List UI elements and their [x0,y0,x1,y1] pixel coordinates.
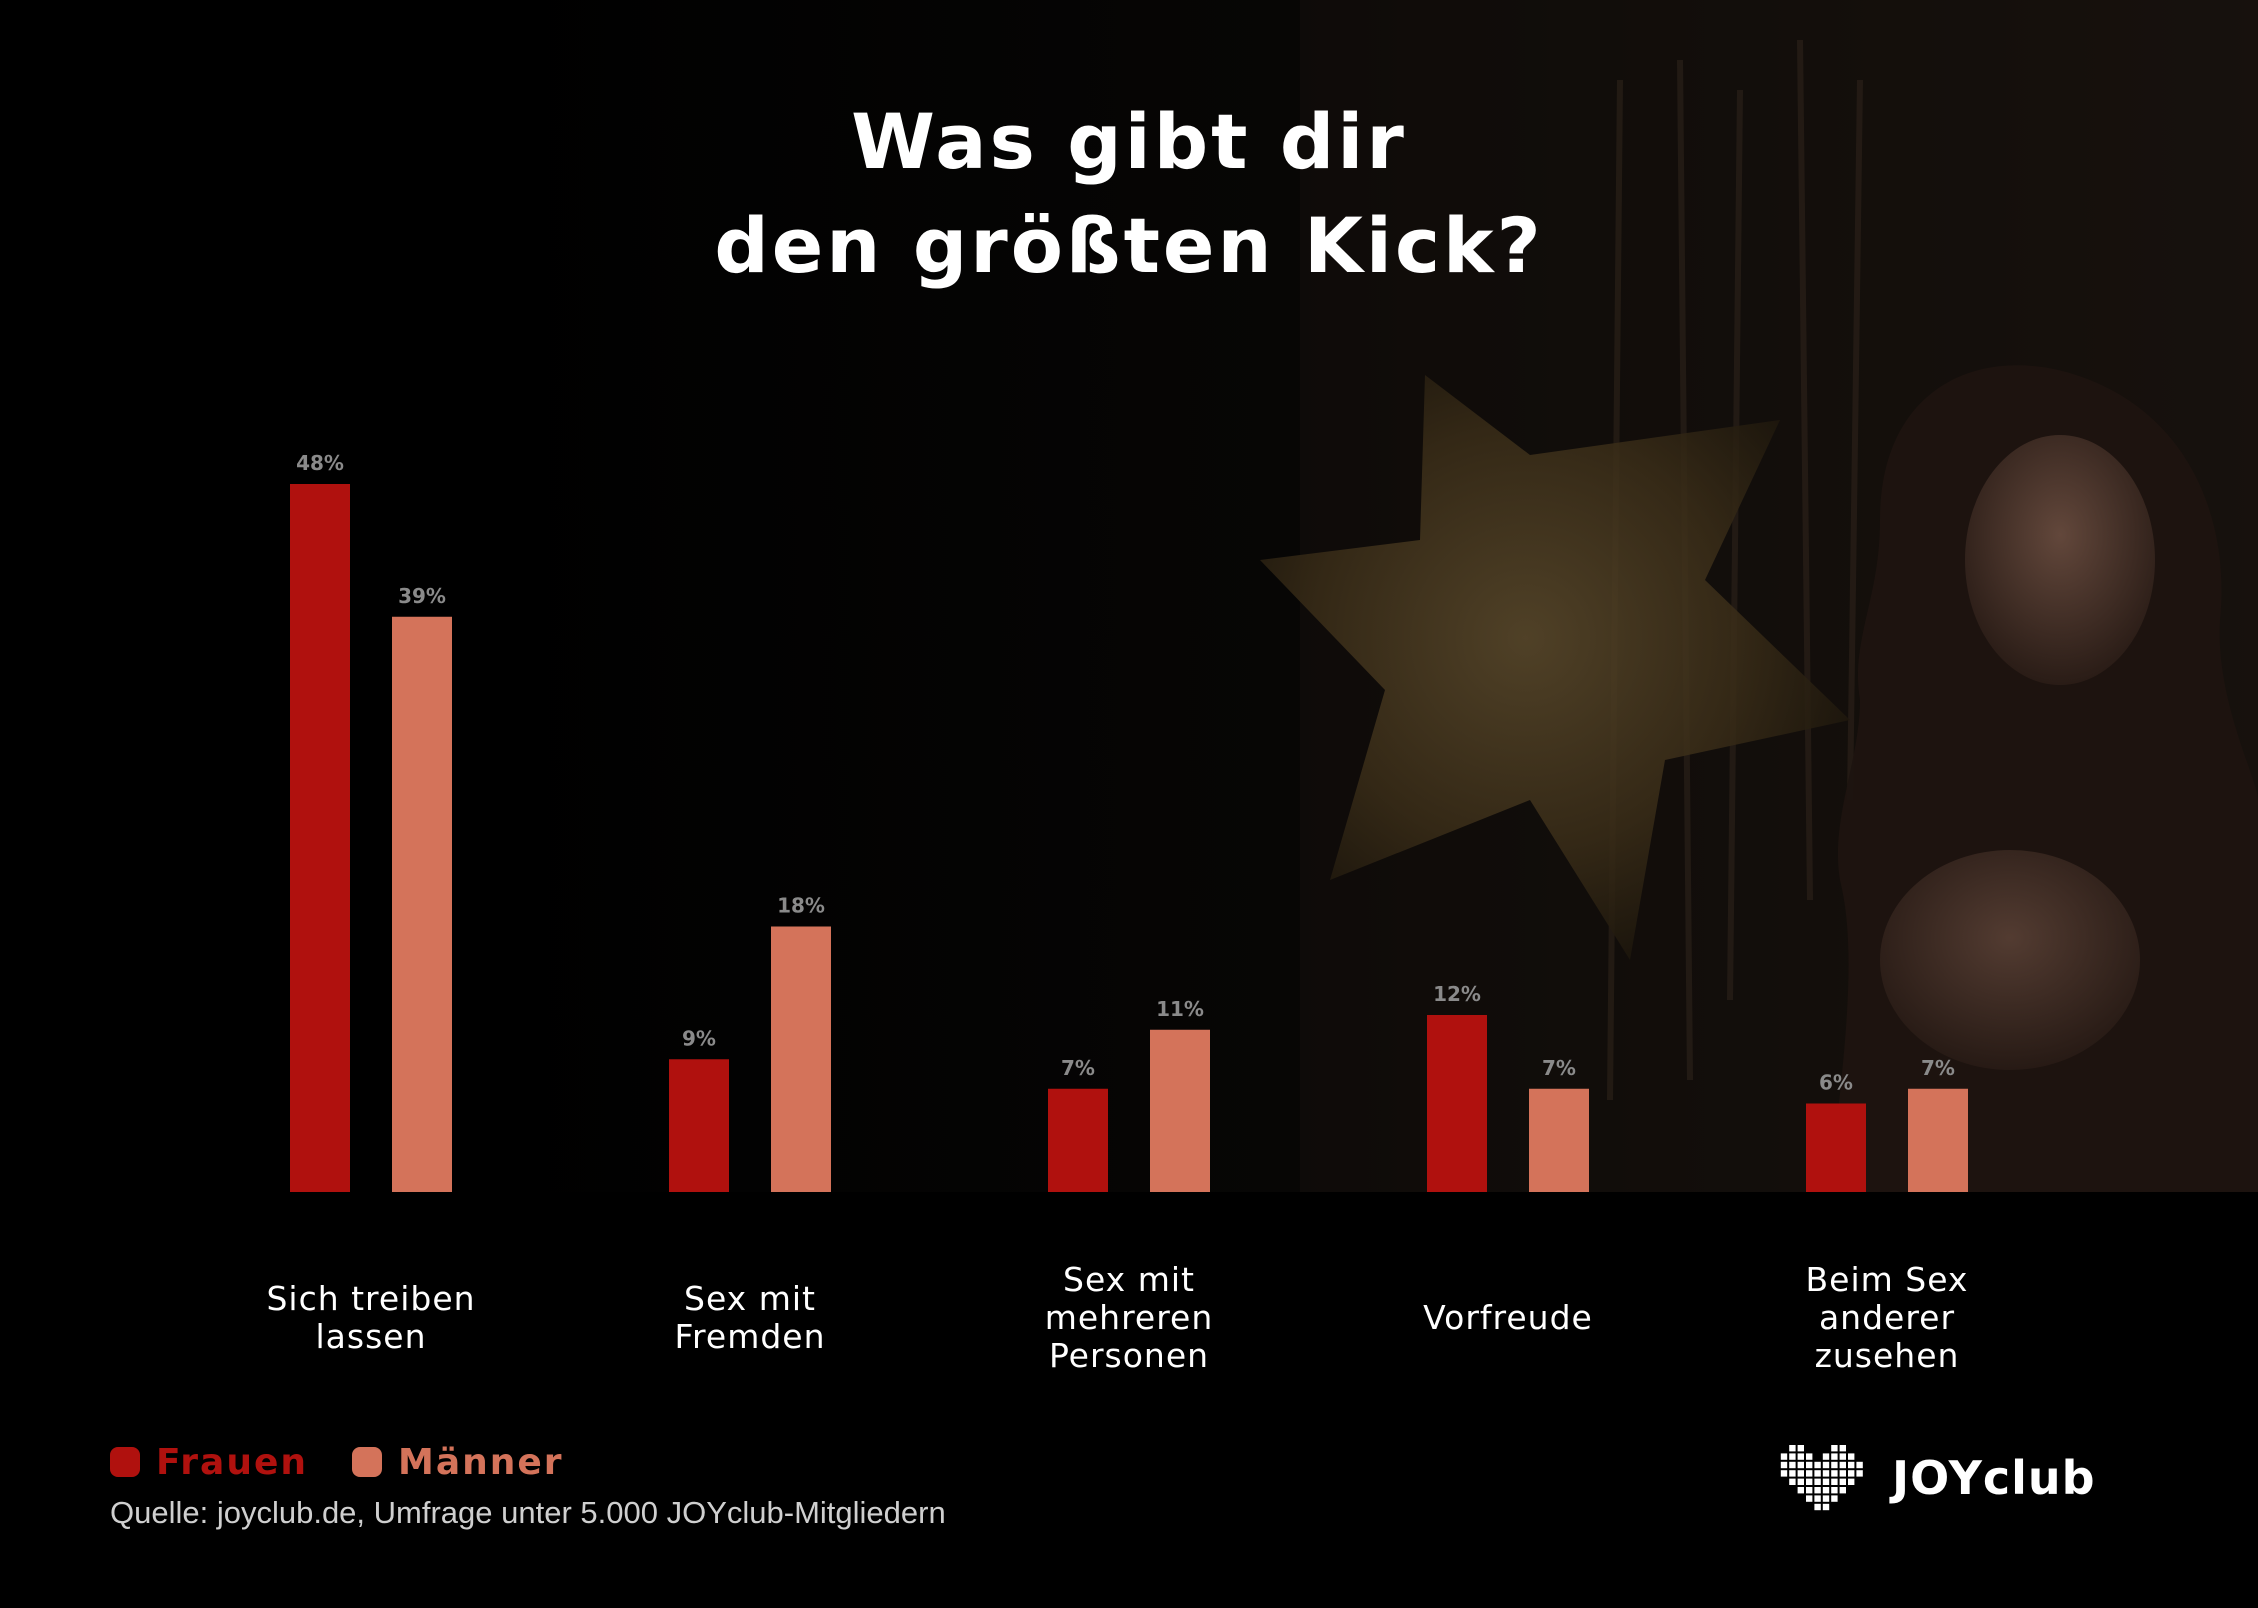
bar-frauen-4 [1427,1015,1487,1192]
heart-pixel-icon [1780,1445,1863,1511]
title-line-2: den größten Kick? [714,201,1544,290]
value-label-frauen-2: 9% [682,1026,716,1050]
value-label-frauen-1: 48% [296,451,344,475]
legend-swatch-frauen [110,1447,140,1477]
bar-maenner-5 [1908,1088,1968,1192]
bar-frauen-5 [1806,1103,1866,1192]
value-label-maenner-5: 7% [1921,1056,1955,1080]
source-note: Quelle: joyclub.de, Umfrage unter 5.000 … [110,1495,946,1530]
category-labels-layer: Sich treiben lassen Sex mit Fremden Sex mit m… [266,1260,1969,1375]
bar-maenner-2 [771,926,831,1192]
category-label-5: Beim Sex anderer zusehen [1806,1260,1969,1375]
category-label-2: Sex mit Fremden [674,1279,825,1356]
legend-item-frauen: Frauen [110,1442,308,1483]
legend-item-maenner: Männer [352,1442,564,1483]
logo-text: JOYclub [1892,1451,2096,1505]
value-label-maenner-2: 18% [777,894,825,918]
star-balloon [1260,375,1850,960]
value-label-frauen-5: 6% [1819,1071,1853,1095]
bar-frauen-2 [669,1059,729,1192]
value-label-frauen-4: 12% [1433,982,1481,1006]
category-label-1: Sich treiben lassen [266,1279,475,1356]
title-line-1: Was gibt dir [851,97,1407,186]
legend-label-frauen: Frauen [156,1441,309,1483]
bar-frauen-3 [1048,1088,1108,1192]
value-label-maenner-3: 11% [1156,997,1204,1021]
chart-title: Was gibt dir den größten Kick? [0,90,2258,298]
bar-maenner-4 [1529,1088,1589,1192]
value-label-maenner-1: 39% [398,584,446,608]
value-label-frauen-3: 7% [1061,1056,1095,1080]
value-label-maenner-4: 7% [1542,1056,1576,1080]
bar-maenner-1 [392,616,452,1192]
legend: Frauen Männer [110,1440,608,1484]
legend-label-maenner: Männer [398,1441,564,1483]
legend-swatch-maenner [352,1447,383,1477]
joyclub-logo: JOYclub [1780,1440,2096,1516]
bar-frauen-1 [290,484,350,1192]
bars-layer [290,484,1968,1192]
value-labels-layer: 48% 9% 7% 12% 6% 39% 18% 11% 7% 7% [296,451,1955,1095]
category-label-3: Sex mit mehreren Personen [1045,1260,1214,1375]
bar-maenner-3 [1150,1029,1210,1192]
category-label-4: Vorfreude [1423,1298,1593,1337]
